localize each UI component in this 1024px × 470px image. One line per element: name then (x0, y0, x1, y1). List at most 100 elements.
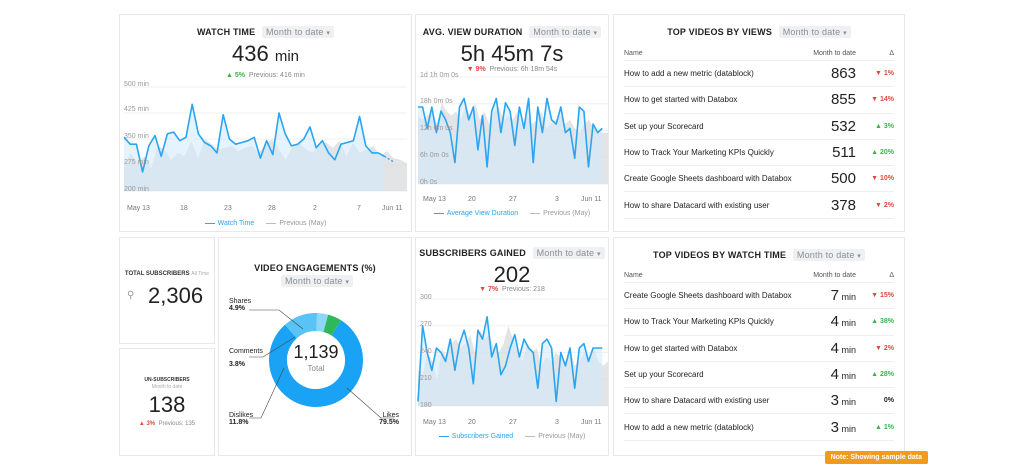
engagements-period-select[interactable]: Month to date ▾ (280, 275, 354, 287)
sample-data-note[interactable]: Note: Showing sample data (824, 451, 928, 464)
y-tick: 350 min (124, 133, 149, 140)
subs-gained-period-select[interactable]: Month to date ▾ (532, 247, 605, 259)
video-delta: ▲ 1% (875, 423, 894, 431)
shares-pct: 4.9% (229, 305, 245, 312)
table-row[interactable]: Create Google Sheets dashboard with Data… (624, 166, 894, 193)
video-value: 500 (830, 170, 856, 188)
chevron-down-icon: ▾ (593, 30, 598, 37)
y-tick: 6h 0m 0s (420, 152, 449, 159)
y-tick: 1d 1h 0m 0s (420, 72, 459, 79)
current-series-area (124, 104, 385, 191)
unsubs-card: UN-SUBSCRIBERS Month to date 138 ▲ 3% Pr… (119, 348, 215, 456)
video-name: Set up your Scorecard (624, 121, 704, 131)
shares-label: Shares (229, 298, 252, 305)
table-row[interactable]: Set up your Scorecard 532 ▲ 3% (624, 114, 894, 140)
engagements-donut (249, 308, 394, 419)
x-tick: 23 (224, 205, 232, 212)
y-tick: 240 (420, 348, 432, 355)
y-tick: 0h 0s (420, 179, 438, 186)
top-views-card: TOP VIDEOS BY VIEWS Month to date ▾ Name… (613, 14, 905, 232)
donut-slice-shares[interactable] (264, 308, 369, 413)
avg-view-period-select[interactable]: Month to date ▾ (529, 26, 602, 38)
y-tick: 200 min (124, 186, 149, 193)
top-watch-table: Name Month to date Δ Create Google Sheet… (624, 269, 894, 441)
video-value: 4 min (830, 313, 856, 331)
x-tick: 2 (313, 205, 317, 212)
avg-view-delta: ▼ 9% Previous: 6h 18m 54s (466, 66, 558, 73)
x-tick: 20 (468, 419, 476, 426)
likes-pct: 79.5% (379, 419, 399, 426)
video-name: How to share Datacard with existing user (624, 200, 770, 210)
current-series-line (123, 103, 385, 173)
table-row[interactable]: Set up your Scorecard 4 min ▲ 28% (624, 362, 894, 389)
table-row[interactable]: How to share Datacard with existing user… (624, 388, 894, 415)
total-subs-period[interactable]: All Time (191, 271, 210, 277)
dislikes-pct: 11.8% (229, 419, 249, 426)
top-watch-period-select[interactable]: Month to date ▾ (792, 249, 865, 261)
shares-leader-line (249, 309, 304, 330)
video-delta: ▼ 15% (871, 292, 894, 300)
table-header: Name Month to date Δ (624, 47, 894, 61)
watch-time-chart (123, 86, 407, 192)
video-value: 4 min (830, 339, 856, 357)
watch-time-card: WATCH TIME Month to date ▾ 436 min ▲ 5% … (119, 14, 412, 232)
projection-line (383, 155, 395, 163)
watch-time-period-select[interactable]: Month to date ▾ (261, 26, 335, 38)
x-tick: 27 (509, 196, 517, 203)
video-value: 3 min (830, 392, 856, 410)
watch-time-delta: ▲ 5% Previous: 416 min (226, 72, 305, 79)
chevron-down-icon: ▾ (857, 253, 861, 260)
video-delta: ▼ 14% (871, 96, 894, 104)
table-row[interactable]: How to get started with Databox 855 ▼ 14% (624, 87, 894, 114)
video-name: How to add a new metric (datablock) (624, 422, 754, 432)
top-views-title: TOP VIDEOS BY VIEWS (667, 27, 773, 37)
unsubs-period[interactable]: Month to date (151, 384, 183, 390)
donut-slices (264, 308, 369, 413)
video-value: 3 min (830, 418, 856, 436)
unsubs-delta: ▲ 3% Previous: 135 (138, 421, 196, 427)
dislikes-leader-line (249, 367, 285, 419)
x-tick: May 13 (423, 419, 446, 426)
video-delta: ▼ 2% (875, 201, 894, 209)
x-tick: 3 (555, 419, 559, 426)
x-tick: 7 (357, 205, 361, 212)
watch-time-title: WATCH TIME (196, 27, 256, 37)
table-row[interactable]: How to Track Your Marketing KPIs Quickly… (624, 140, 894, 167)
video-name: How to get started with Databox (624, 343, 738, 353)
comments-pct: 3.8% (229, 361, 245, 368)
avg-view-card: AVG. VIEW DURATION Month to date ▾ 5h 45… (415, 14, 609, 232)
table-row[interactable]: How to add a new metric (datablock) 3 min… (624, 414, 894, 441)
table-row[interactable]: How to get started with Databox 4 min ▼ 2% (624, 336, 894, 362)
chevron-down-icon: ▾ (326, 30, 331, 37)
x-tick: Jun 11 (382, 205, 403, 212)
video-delta: ▼ 2% (875, 344, 894, 352)
video-delta: ▲ 3% (875, 122, 894, 130)
video-value: 7 min (830, 287, 856, 305)
y-tick: 270 (420, 321, 432, 328)
watch-time-legend: Watch Time Previous (May) (120, 220, 411, 227)
table-row[interactable]: Create Google Sheets dashboard with Data… (624, 283, 894, 310)
subs-gained-card: SUBSCRIBERS GAINED Month to date ▾ 202 ▼… (415, 237, 609, 456)
current-series-area (418, 316, 603, 406)
table-row[interactable]: How to Track Your Marketing KPIs Quickly… (624, 309, 894, 336)
x-tick: 18 (180, 205, 188, 212)
table-row[interactable]: How to share Datacard with existing user… (624, 192, 894, 219)
x-tick: May 13 (423, 196, 446, 203)
video-delta: ▲ 20% (871, 149, 894, 157)
total-subs-value: 2,306 (148, 283, 204, 308)
avg-view-chart (418, 76, 608, 185)
x-tick: 27 (509, 419, 517, 426)
dislikes-label: Dislikes (229, 412, 254, 419)
table-row[interactable]: How to add a new metric (datablock) 863 ▼ … (624, 61, 894, 88)
video-name: Create Google Sheets dashboard with Data… (624, 174, 792, 184)
engagements-title: VIDEO ENGAGEMENTS (%) (254, 263, 376, 273)
video-name: How to Track Your Marketing KPIs Quickly (624, 317, 774, 327)
y-tick: 300 (420, 294, 432, 301)
video-name: Create Google Sheets dashboard with Data… (624, 291, 792, 301)
subs-gained-legend: Subscribers Gained Previous (May) (416, 433, 608, 440)
x-tick: 3 (555, 196, 559, 203)
top-views-period-select[interactable]: Month to date ▾ (778, 26, 851, 38)
comments-leader-line (249, 336, 296, 358)
y-tick: 275 min (124, 159, 149, 166)
video-value: 378 (830, 196, 856, 214)
